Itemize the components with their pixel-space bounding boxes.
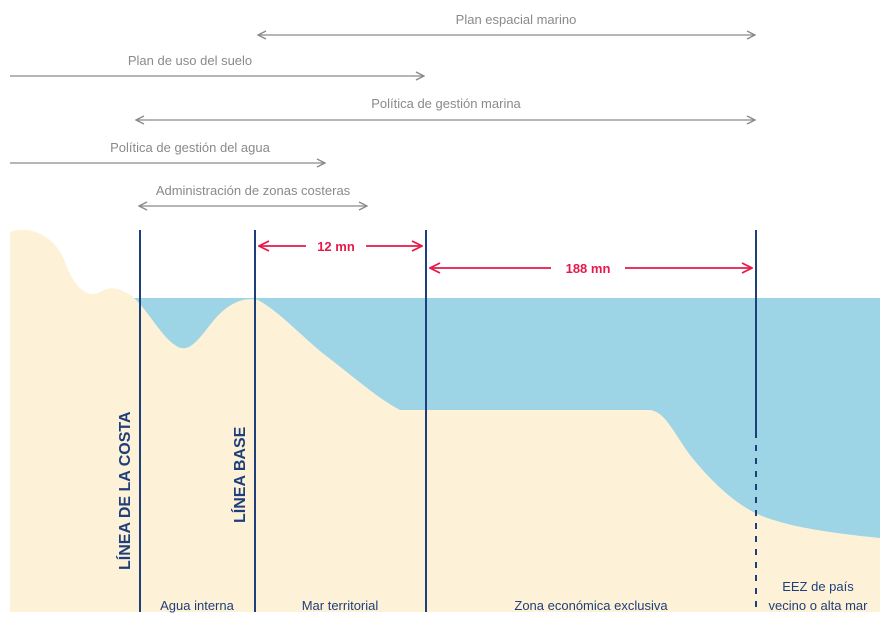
land-profile — [10, 229, 880, 612]
zone-label-neighbor-eez-line1: EEZ de país — [782, 579, 854, 594]
zone-label-internal-water: Agua interna — [160, 598, 234, 613]
zone-label-territorial-sea: Mar territorial — [302, 598, 379, 613]
zone-labels: Agua interna Mar territorial Zona económ… — [160, 579, 868, 613]
range-label-marine-management-policy: Política de gestión marina — [371, 96, 521, 111]
distance-label-12nm: 12 mn — [317, 239, 355, 254]
range-label-coastal-zone-management: Administración de zonas costeras — [156, 183, 351, 198]
boundary-lines — [139, 230, 757, 612]
range-label-water-management-policy: Política de gestión del agua — [110, 140, 270, 155]
baseline-label: LÍNEA BASE — [230, 426, 249, 523]
zone-label-eez: Zona económica exclusiva — [514, 598, 668, 613]
distance-label-188nm: 188 mn — [566, 261, 611, 276]
range-arrows: Plan espacial marino Plan de uso del sue… — [10, 12, 755, 206]
range-label-land-use-plan: Plan de uso del suelo — [128, 53, 252, 68]
range-label-marine-spatial-plan: Plan espacial marino — [456, 12, 577, 27]
distance-arrows: 12 mn 188 mn — [259, 239, 752, 276]
zone-label-neighbor-eez-line2: vecino o alta mar — [769, 598, 869, 613]
coastline-label: LÍNEA DE LA COSTA — [115, 411, 134, 570]
